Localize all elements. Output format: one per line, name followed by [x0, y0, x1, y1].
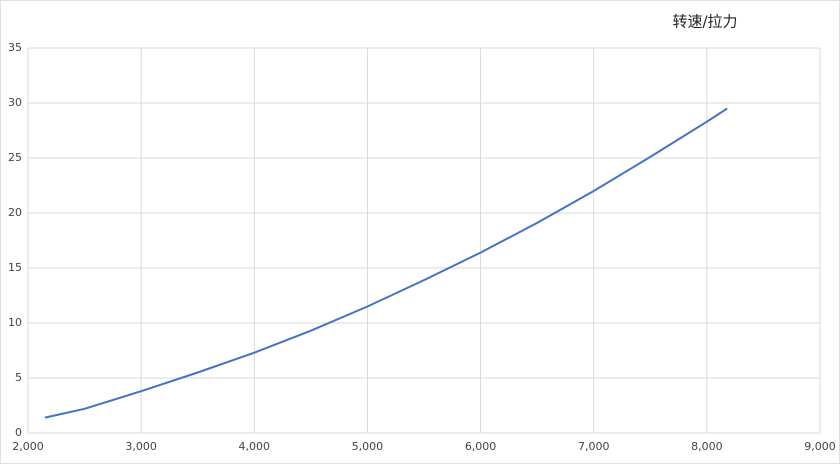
y-tick-label: 25	[8, 151, 22, 164]
line-series	[44, 107, 728, 419]
x-tick-label: 6,000	[465, 440, 497, 453]
x-tick-label: 2,000	[12, 440, 44, 453]
x-tick-label: 3,000	[125, 440, 157, 453]
y-tick-label: 35	[8, 41, 22, 54]
y-tick-label: 15	[8, 261, 22, 274]
x-tick-label: 9,000	[804, 440, 836, 453]
y-tick-label: 30	[8, 96, 22, 109]
y-tick-label: 5	[15, 371, 22, 384]
chart-title: 转速/拉力	[672, 13, 737, 31]
y-tick-label: 10	[8, 316, 22, 329]
x-tick-label: 7,000	[578, 440, 610, 453]
y-tick-label: 20	[8, 206, 22, 219]
y-tick-label: 0	[15, 426, 22, 439]
x-tick-label: 8,000	[691, 440, 723, 453]
x-tick-label: 5,000	[352, 440, 384, 453]
x-tick-label: 4,000	[239, 440, 271, 453]
